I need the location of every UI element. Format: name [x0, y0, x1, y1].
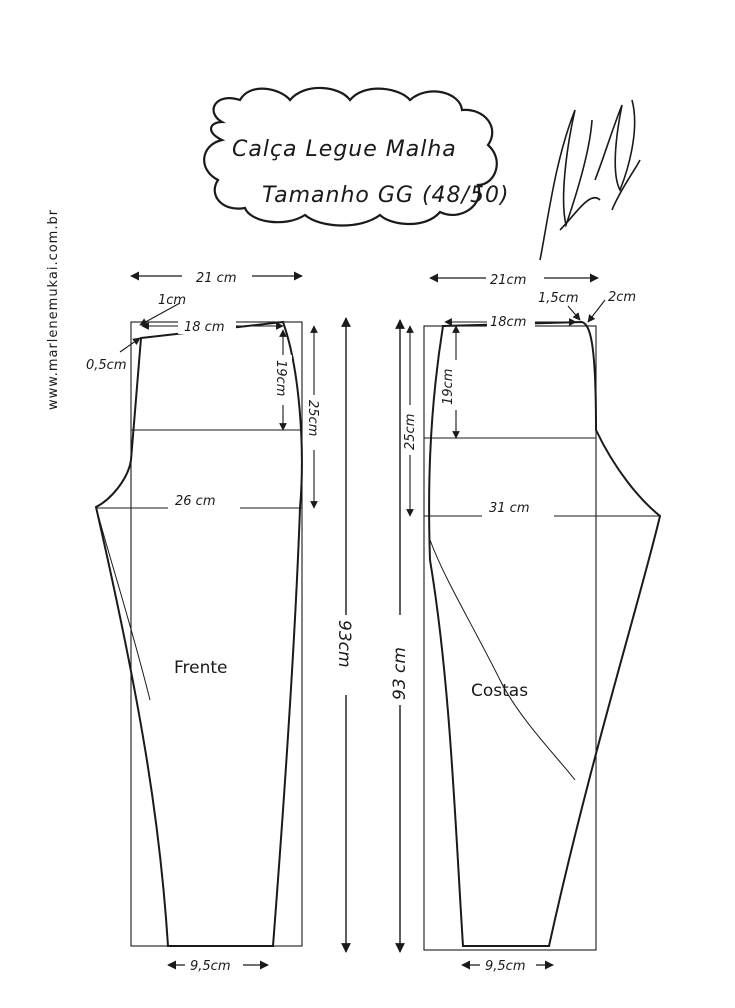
back-waist: 18cm: [490, 315, 526, 330]
website-text: www.marlenemukai.com.br: [46, 209, 61, 410]
back-rise-outer: 25cm: [403, 414, 418, 450]
title-line2: Tamanho GG (48/50): [262, 183, 510, 208]
back-offset-a: 1,5cm: [538, 291, 579, 306]
front-offset-side: 0,5cm: [86, 358, 127, 373]
front-label: Frente: [174, 658, 228, 678]
back-hem: 9,5cm: [485, 959, 526, 974]
back-rise-inner: 19cm: [441, 369, 456, 405]
front-hem: 9,5cm: [190, 959, 231, 974]
back-hip: 31 cm: [489, 501, 530, 516]
back-offset-b: 2cm: [608, 290, 636, 305]
front-length: 93cm: [334, 620, 354, 668]
front-hip: 26 cm: [175, 494, 216, 509]
front-rise-outer: 25cm: [305, 400, 320, 436]
front-rise-inner: 19cm: [273, 360, 288, 396]
title-line1: Calça Legue Malha: [232, 137, 457, 162]
title-cloud: [203, 86, 498, 227]
back-top-width: 21cm: [490, 273, 526, 288]
front-offset-top: 1cm: [158, 293, 186, 308]
front-waist: 18 cm: [184, 320, 225, 335]
back-label: Costas: [471, 681, 528, 701]
back-pattern: [423, 320, 662, 951]
back-length: 93 cm: [390, 647, 410, 700]
front-pattern: [94, 320, 303, 947]
front-top-width: 21 cm: [196, 271, 237, 286]
signature: [539, 99, 641, 261]
